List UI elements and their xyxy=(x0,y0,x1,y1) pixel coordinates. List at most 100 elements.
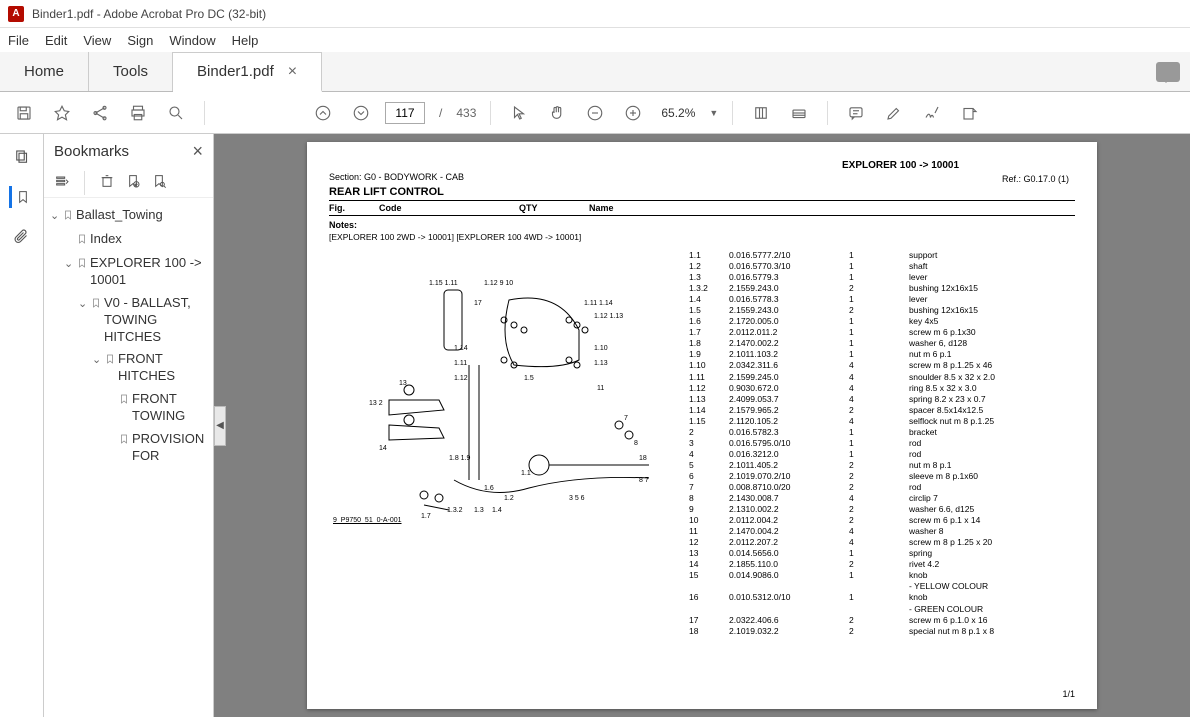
bookmark-item[interactable]: ⌄Ballast_Towing xyxy=(50,204,211,228)
menu-edit[interactable]: Edit xyxy=(45,33,67,48)
parts-row: 1.152.1120.105.24selflock nut m 8 p.1.25 xyxy=(689,416,1075,427)
bookmarks-panel: Bookmarks × ⌄Ballast_Towing Index ⌄EXPLO… xyxy=(44,134,214,717)
share-icon[interactable] xyxy=(86,99,114,127)
hand-icon[interactable] xyxy=(543,99,571,127)
bookmark-label: Index xyxy=(90,231,122,248)
bookmark-item[interactable]: PROVISION FOR xyxy=(50,428,211,468)
tab-document[interactable]: Binder1.pdf × xyxy=(173,52,322,92)
fit-width-icon[interactable] xyxy=(747,99,775,127)
tabbar: Home Tools Binder1.pdf × xyxy=(0,52,1190,92)
bookmarks-icon[interactable] xyxy=(9,186,31,208)
parts-row: 160.010.5312.0/101knob xyxy=(689,592,1075,603)
svg-text:1.11: 1.11 xyxy=(454,360,467,367)
parts-row: 122.0112.207.24screw m 8 p 1.25 x 20 xyxy=(689,537,1075,548)
svg-text:13: 13 xyxy=(399,380,407,387)
bookmarks-tools xyxy=(44,168,213,198)
tab-home[interactable]: Home xyxy=(0,52,89,91)
svg-text:1.15 1.11: 1.15 1.11 xyxy=(429,280,458,287)
parts-row: 1.92.1011.103.21nut m 6 p.1 xyxy=(689,349,1075,360)
bookmark-label: FRONT HITCHES xyxy=(118,351,211,385)
panel-collapse-icon[interactable]: ◀ xyxy=(214,406,226,446)
menu-sign[interactable]: Sign xyxy=(127,33,153,48)
svg-text:8: 8 xyxy=(634,440,638,447)
bookmarks-delete-icon[interactable] xyxy=(99,173,115,192)
stamp-icon[interactable] xyxy=(956,99,984,127)
parts-row: 92.1310.002.22washer 6.6, d125 xyxy=(689,504,1075,515)
tab-tools[interactable]: Tools xyxy=(89,52,173,91)
parts-row: 172.0322.406.62screw m 6 p.1.0 x 16 xyxy=(689,615,1075,626)
thumbnails-icon[interactable] xyxy=(11,146,33,168)
read-mode-icon[interactable] xyxy=(785,99,813,127)
parts-row: 1.112.1599.245.04snoulder 8.5 x 32 x 2.0 xyxy=(689,372,1075,383)
bookmark-item[interactable]: ⌄FRONT HITCHES xyxy=(50,348,211,388)
bookmarks-tree[interactable]: ⌄Ballast_Towing Index ⌄EXPLORER 100 -> 1… xyxy=(44,198,213,717)
bookmark-item[interactable]: Index xyxy=(50,228,211,252)
highlight-icon[interactable] xyxy=(880,99,908,127)
parts-row: 1.3.22.1559.243.02bushing 12x16x15 xyxy=(689,283,1075,294)
bookmarks-new-icon[interactable] xyxy=(125,173,141,192)
exploded-diagram: 13 1.15 1.11 1.12 9 10 17 1.11 1.14 1.12… xyxy=(329,250,689,540)
zoom-value[interactable]: 65.2% xyxy=(657,106,699,120)
bookmarks-header: Bookmarks × xyxy=(44,134,213,168)
svg-text:17: 17 xyxy=(474,300,482,307)
menu-view[interactable]: View xyxy=(83,33,111,48)
page-up-icon[interactable] xyxy=(309,99,337,127)
parts-row: 1.72.0112.011.21screw m 6 p.1x30 xyxy=(689,327,1075,338)
comment-icon[interactable] xyxy=(1156,62,1180,82)
svg-text:14: 14 xyxy=(379,445,387,452)
toolbar-separator xyxy=(490,101,491,125)
document-viewer[interactable]: ◀ EXPLORER 100 -> 10001 Section: G0 - BO… xyxy=(214,134,1190,717)
bookmark-label: Ballast_Towing xyxy=(76,207,163,224)
svg-text:1.4: 1.4 xyxy=(492,507,502,514)
parts-row: 1.40.016.5778.31lever xyxy=(689,294,1075,305)
parts-row: 20.016.5782.31bracket xyxy=(689,427,1075,438)
parts-row: 82.1430.008.74circlip 7 xyxy=(689,493,1075,504)
bookmark-item[interactable]: ⌄V0 - BALLAST, TOWING HITCHES xyxy=(50,292,211,349)
toolbar: / 433 65.2% ▼ xyxy=(0,92,1190,134)
svg-text:1.10: 1.10 xyxy=(594,345,608,352)
bookmarks-options-icon[interactable] xyxy=(54,173,70,192)
page-total: 433 xyxy=(456,106,476,120)
page-total-sep: / xyxy=(435,106,446,120)
col-qty: QTY xyxy=(519,203,589,213)
save-icon[interactable] xyxy=(10,99,38,127)
bookmarks-close-icon[interactable]: × xyxy=(192,141,203,162)
parts-row: 102.0112.004.22screw m 6 p.1 x 14 xyxy=(689,515,1075,526)
print-icon[interactable] xyxy=(124,99,152,127)
star-icon[interactable] xyxy=(48,99,76,127)
toolbar-separator xyxy=(827,101,828,125)
menu-help[interactable]: Help xyxy=(232,33,259,48)
zoom-out-icon[interactable] xyxy=(581,99,609,127)
attachments-icon[interactable] xyxy=(11,226,33,248)
svg-text:11: 11 xyxy=(597,385,604,392)
comment-tool-icon[interactable] xyxy=(842,99,870,127)
doc-main-title: REAR LIFT CONTROL xyxy=(329,186,1075,201)
diagram-label: 9_P9750_51_0-A-001 xyxy=(333,517,402,524)
bookmarks-find-icon[interactable] xyxy=(151,173,167,192)
svg-text:1.11 1.14: 1.11 1.14 xyxy=(584,300,613,307)
tab-tools-label: Tools xyxy=(113,63,148,80)
sign-icon[interactable] xyxy=(918,99,946,127)
parts-row: 1.132.4099.053.74spring 8.2 x 23 x 0.7 xyxy=(689,394,1075,405)
bookmark-item[interactable]: FRONT TOWING xyxy=(50,388,211,428)
parts-row: 62.1019.070.2/102sleeve m 8 p.1x60 xyxy=(689,471,1075,482)
page-input[interactable] xyxy=(385,102,425,124)
svg-text:1.6: 1.6 xyxy=(484,485,494,492)
page-down-icon[interactable] xyxy=(347,99,375,127)
svg-text:18: 18 xyxy=(639,455,647,462)
zoom-in-icon[interactable] xyxy=(619,99,647,127)
tab-close-icon[interactable]: × xyxy=(288,63,297,81)
parts-row: 40.016.3212.01rod xyxy=(689,449,1075,460)
app-icon: A xyxy=(8,6,24,22)
bookmark-label: FRONT TOWING xyxy=(132,391,211,425)
parts-row: 142.1855.110.02rivet 4.2 xyxy=(689,559,1075,570)
parts-row: 1.30.016.5779.31lever xyxy=(689,272,1075,283)
menu-window[interactable]: Window xyxy=(169,33,215,48)
menu-file[interactable]: File xyxy=(8,33,29,48)
parts-row: 150.014.9086.01knob xyxy=(689,570,1075,581)
search-icon[interactable] xyxy=(162,99,190,127)
select-icon[interactable] xyxy=(505,99,533,127)
bookmark-item[interactable]: ⌄EXPLORER 100 -> 10001 xyxy=(50,252,211,292)
zoom-dropdown-icon[interactable]: ▼ xyxy=(709,108,718,118)
parts-row: 1.62.1720.005.01key 4x5 xyxy=(689,316,1075,327)
